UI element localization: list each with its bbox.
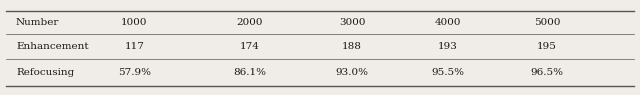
Text: 2000: 2000: [236, 18, 263, 27]
Text: 86.1%: 86.1%: [233, 68, 266, 77]
Text: 57.9%: 57.9%: [118, 68, 151, 77]
Text: 174: 174: [239, 42, 260, 51]
Text: 117: 117: [124, 42, 145, 51]
Text: 93.0%: 93.0%: [335, 68, 369, 77]
Text: 96.5%: 96.5%: [531, 68, 564, 77]
Text: 193: 193: [438, 42, 458, 51]
Text: 195: 195: [537, 42, 557, 51]
Text: 3000: 3000: [339, 18, 365, 27]
Text: Enhancement: Enhancement: [16, 42, 88, 51]
Text: Refocusing: Refocusing: [16, 68, 74, 77]
Text: 4000: 4000: [435, 18, 461, 27]
Text: 95.5%: 95.5%: [431, 68, 465, 77]
Text: 188: 188: [342, 42, 362, 51]
Text: 5000: 5000: [534, 18, 561, 27]
Text: 1000: 1000: [121, 18, 148, 27]
Text: Number: Number: [16, 18, 60, 27]
